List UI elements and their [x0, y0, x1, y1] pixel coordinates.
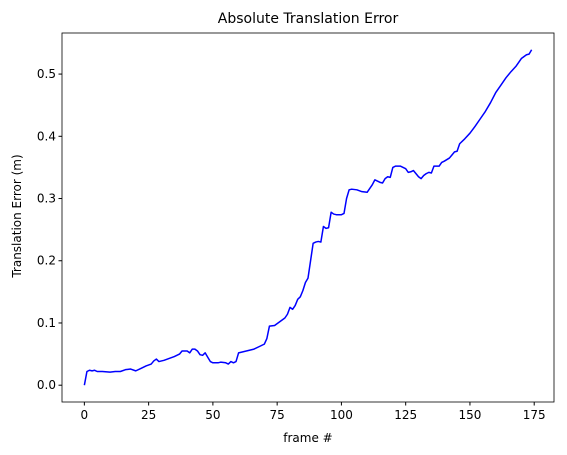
y-tick-label: 0.4 [37, 129, 56, 143]
x-tick-label: 25 [141, 408, 156, 422]
y-tick-label: 0.5 [37, 67, 56, 81]
x-tick-label: 50 [205, 408, 220, 422]
x-tick-label: 0 [81, 408, 89, 422]
y-tick-label: 0.3 [37, 192, 56, 206]
chart-title: Absolute Translation Error [218, 11, 399, 27]
x-tick-label: 175 [523, 408, 546, 422]
x-tick-label: 75 [270, 408, 285, 422]
plot-frame [61, 32, 555, 403]
x-axis-label: frame # [283, 431, 332, 445]
x-tick-label: 125 [394, 408, 417, 422]
y-tick-label: 0.0 [37, 378, 56, 392]
y-tick-label: 0.1 [37, 316, 56, 330]
x-tick-label: 100 [330, 408, 353, 422]
y-axis-label: Translation Error (m) [10, 154, 24, 278]
y-tick-label: 0.2 [37, 254, 56, 268]
x-tick-label: 150 [458, 408, 481, 422]
data-line [83, 49, 533, 386]
